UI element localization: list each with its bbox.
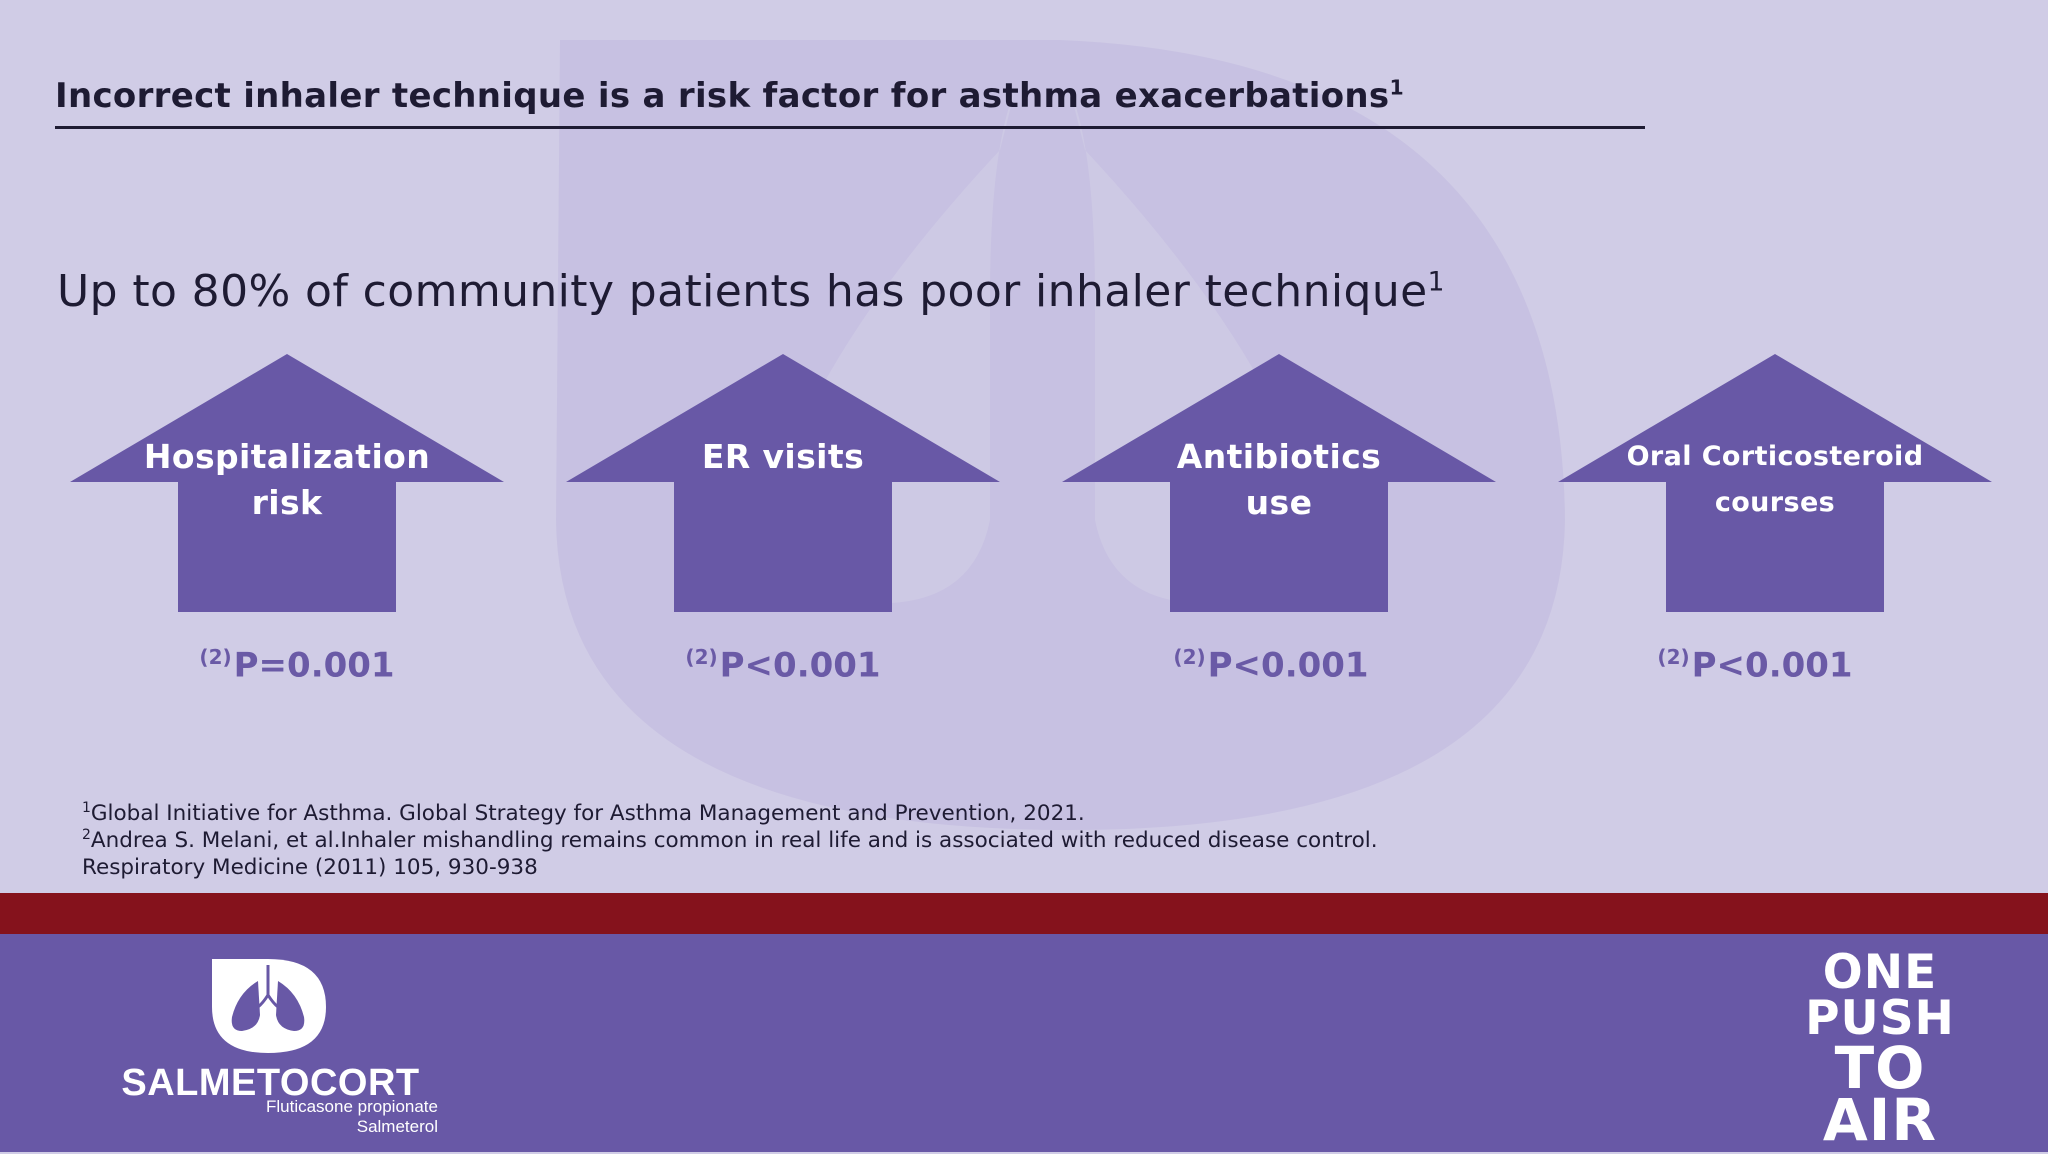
arrow-hospitalization: Hospitalization risk <box>70 354 504 612</box>
footer-purple-band <box>0 934 2048 1152</box>
salmetocort-logo: SALMETOCORT Fluticasone propionate Salme… <box>98 955 443 1140</box>
lungs-icon <box>212 959 326 1053</box>
arrow-label: Hospitalization risk <box>143 437 431 522</box>
references: 1Global Initiative for Asthma. Global St… <box>82 800 1378 881</box>
p-value: (2)P=0.001 <box>199 645 395 686</box>
footer-red-band <box>0 893 2048 934</box>
brand-name: SALMETOCORT <box>121 1062 420 1104</box>
ingredient-line: Fluticasone propionate <box>265 1097 438 1116</box>
p-value: (2)P<0.001 <box>1173 645 1369 686</box>
reference-item: Respiratory Medicine (2011) 105, 930-938 <box>82 855 538 880</box>
reference-item: 1Global Initiative for Asthma. Global St… <box>82 799 1085 826</box>
arrow-label: Oral Corticosteroid courses <box>1626 441 1924 518</box>
arrow-label: Antibiotics use <box>1176 437 1382 522</box>
up-arrow-icon <box>1558 354 1992 612</box>
ingredient-line: Salmeterol <box>356 1117 438 1136</box>
p-value: (2)P<0.001 <box>1657 645 1853 686</box>
up-arrow-icon <box>566 354 1000 612</box>
up-arrow-icon <box>1062 354 1496 612</box>
arrow-label: ER visits <box>701 437 865 476</box>
reference-item: 2Andrea S. Melani, et al.Inhaler mishand… <box>82 826 1378 853</box>
p-value: (2)P<0.001 <box>685 645 881 686</box>
up-arrow-icon <box>70 354 504 612</box>
arrow-oral-corticosteroid: Oral Corticosteroid courses <box>1558 354 1992 612</box>
slide-subtitle: Up to 80% of community patients has poor… <box>57 266 1445 317</box>
arrow-er-visits: ER visits <box>566 354 1000 612</box>
arrow-antibiotics: Antibiotics use <box>1062 354 1496 612</box>
slogan: ONE PUSH TO AIR <box>1805 945 1955 1154</box>
slide-title: Incorrect inhaler technique is a risk fa… <box>55 76 1645 129</box>
